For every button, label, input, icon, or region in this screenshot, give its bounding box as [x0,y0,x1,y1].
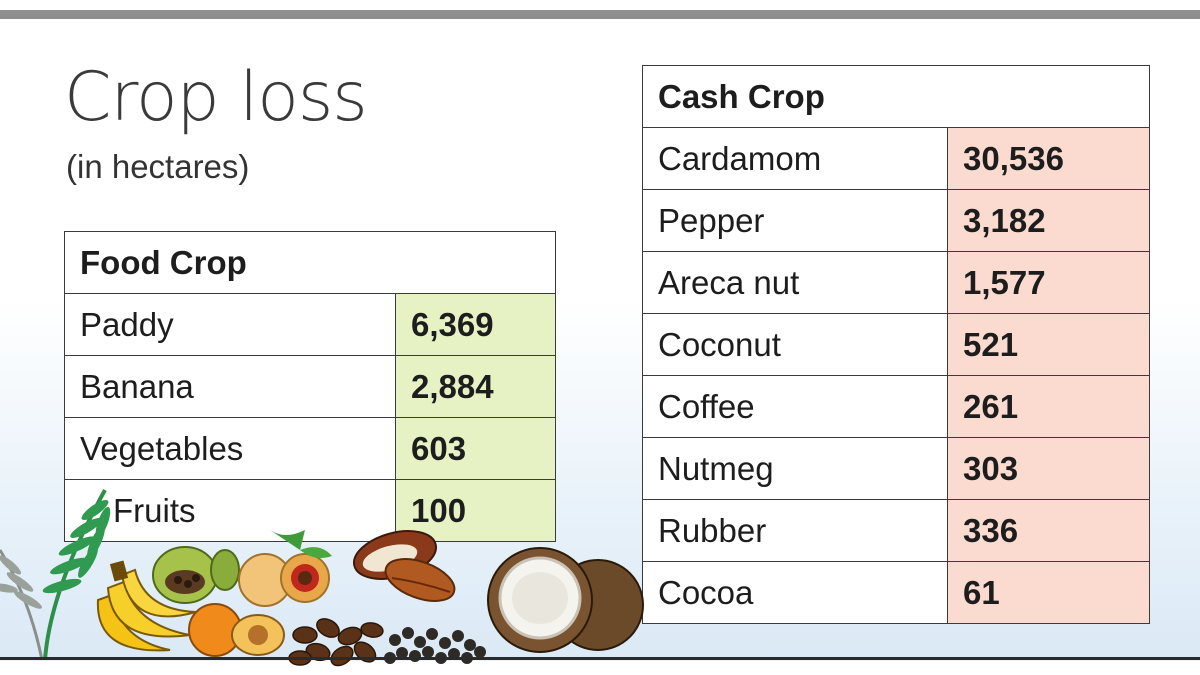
crop-name: Coffee [642,375,948,438]
table-row: Coffee 261 [642,375,1150,438]
table-row: Nutmeg 303 [642,437,1150,500]
crop-name: Banana [64,355,396,418]
cocoa-pod-icon [353,530,456,602]
table-row: Areca nut 1,577 [642,251,1150,314]
crop-value: 303 [947,437,1150,500]
table-row: Paddy 6,369 [64,293,556,356]
table-row: Coconut 521 [642,313,1150,376]
crop-name: Cocoa [642,561,948,624]
crop-name: Vegetables [64,417,396,480]
crop-value: 100 [395,479,556,542]
crop-name: Pepper [642,189,948,252]
crop-value: 603 [395,417,556,480]
table-title: Cash Crop [642,65,1150,128]
cash-crop-table: Cash Crop Cardamom 30,536 Pepper 3,182 A… [642,65,1150,624]
page-title: Crop loss [64,58,368,137]
nutmeg-icon [238,530,332,607]
bottom-rule [0,657,1200,660]
areca-nut-icon [188,603,285,657]
cardamom-icon [152,546,240,604]
table-row: Pepper 3,182 [642,189,1150,252]
crop-value: 261 [947,375,1150,438]
table-row: Cocoa 61 [642,561,1150,624]
crop-name: Paddy [64,293,396,356]
table-header-row: Food Crop [64,231,556,294]
crop-name: Fruits [64,479,396,542]
table-row: Fruits 100 [64,479,556,542]
food-crop-table: Food Crop Paddy 6,369 Banana 2,884 Veget… [64,231,556,542]
table-title: Food Crop [64,231,556,294]
crop-value: 30,536 [947,127,1150,190]
crop-name: Areca nut [642,251,948,314]
pepper-icon [384,627,486,664]
crop-name: Nutmeg [642,437,948,500]
coffee-beans-icon [288,618,384,667]
produce-illustration [0,489,644,667]
top-rule [0,10,1200,19]
crop-value: 6,369 [395,293,556,356]
table-row: Rubber 336 [642,499,1150,562]
crop-value: 336 [947,499,1150,562]
table-row: Vegetables 603 [64,417,556,480]
table-row: Banana 2,884 [64,355,556,418]
page-subtitle: (in hectares) [66,148,250,185]
table-header-row: Cash Crop [642,65,1150,128]
coconut-icon [487,547,644,653]
crop-value: 3,182 [947,189,1150,252]
crop-name: Coconut [642,313,948,376]
crop-value: 61 [947,561,1150,624]
crop-name: Cardamom [642,127,948,190]
crop-value: 2,884 [395,355,556,418]
crop-name: Rubber [642,499,948,562]
crop-value: 521 [947,313,1150,376]
table-row: Cardamom 30,536 [642,127,1150,190]
crop-value: 1,577 [947,251,1150,314]
fern-leaf-icon [0,489,111,661]
